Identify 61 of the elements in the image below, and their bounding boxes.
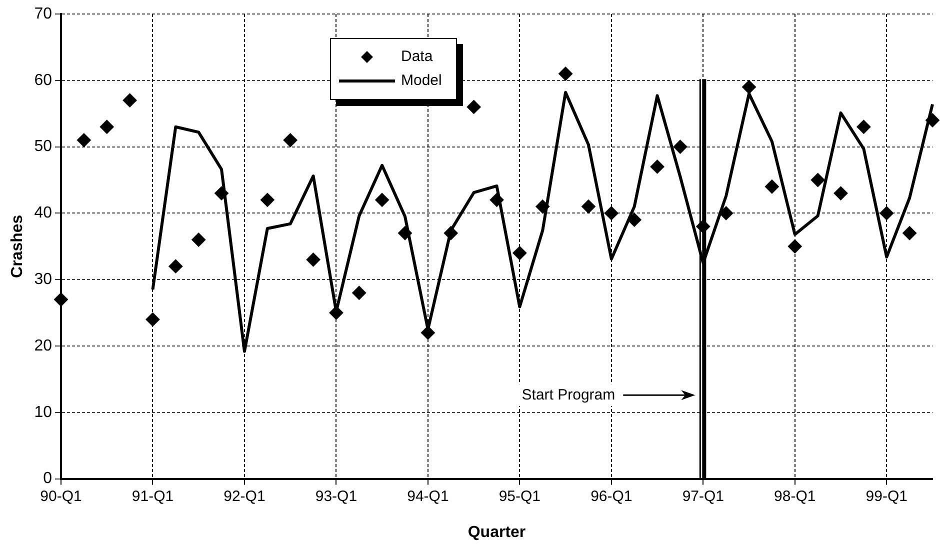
point [375, 192, 390, 207]
point [122, 93, 137, 108]
x-tick-label: 90-Q1 [40, 488, 82, 505]
point [627, 212, 642, 227]
point [926, 113, 940, 128]
x-axis-title: Quarter [468, 524, 526, 541]
point [398, 226, 412, 240]
point [283, 133, 298, 148]
x-tick-label: 96-Q1 [590, 488, 632, 505]
point [168, 259, 183, 274]
y-tick-label: 0 [43, 470, 52, 488]
x-tick-label: 97-Q1 [682, 488, 724, 505]
point [214, 186, 229, 200]
point [260, 192, 274, 207]
point [536, 200, 550, 214]
x-tick-label: 92-Q1 [224, 488, 266, 505]
point [76, 133, 91, 148]
point [856, 120, 871, 134]
point [100, 120, 114, 134]
point [650, 160, 664, 174]
point [581, 200, 596, 214]
point [306, 252, 320, 267]
point [764, 180, 779, 194]
point [54, 292, 68, 307]
point [673, 140, 688, 154]
point [696, 219, 710, 234]
y-tick-label: 30 [34, 271, 52, 288]
x-tick-label: 99-Q1 [866, 488, 908, 505]
point [834, 186, 848, 200]
x-tick-label: 93-Q1 [315, 488, 358, 505]
y-tick-label: 10 [34, 404, 52, 421]
y-tick-label: 60 [34, 72, 52, 89]
point [810, 173, 825, 187]
point [902, 226, 917, 240]
point [490, 192, 504, 207]
x-tick-label: 91-Q1 [132, 488, 174, 505]
point [719, 206, 734, 220]
point [742, 80, 756, 94]
point [420, 326, 435, 340]
point [329, 306, 344, 320]
point [558, 66, 573, 81]
point [444, 226, 458, 240]
legend-label: Data [401, 47, 433, 67]
x-tick-label: 98-Q1 [774, 488, 816, 505]
point [192, 232, 206, 247]
y-tick-label: 70 [34, 5, 52, 22]
y-tick-label: 40 [34, 204, 52, 222]
y-tick-label: 50 [34, 138, 52, 156]
point [466, 100, 481, 114]
ref-line-label: Start Program [522, 386, 616, 404]
x-tick-label: 94-Q1 [407, 488, 449, 505]
point [788, 239, 802, 254]
point [880, 206, 894, 220]
x-tick-label: 95-Q1 [498, 488, 541, 505]
point [146, 312, 160, 326]
y-tick-label: 20 [34, 337, 52, 354]
legend-label: Model [401, 71, 442, 91]
point [512, 246, 527, 260]
point [352, 286, 366, 300]
point [604, 206, 618, 220]
y-axis-title: Crashes [9, 214, 26, 278]
